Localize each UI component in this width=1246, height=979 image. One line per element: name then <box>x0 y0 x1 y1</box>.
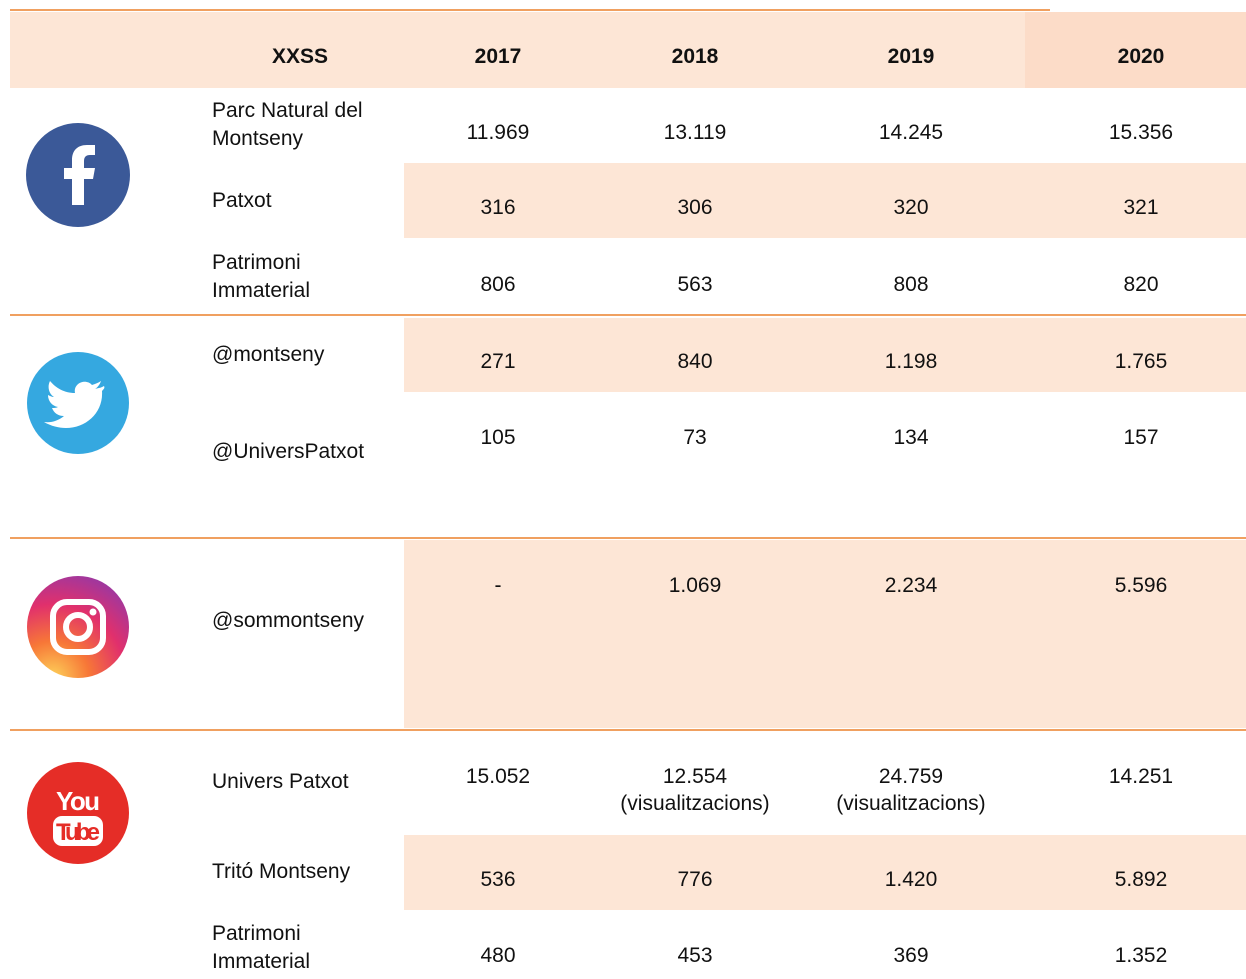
row-label: Tritó Montseny <box>212 860 351 883</box>
top-rule <box>10 9 1050 11</box>
cell-value: 776 <box>677 868 713 891</box>
cell-value: 5.596 <box>1114 574 1168 597</box>
row-band <box>404 540 1246 728</box>
cell-value: 369 <box>893 944 929 967</box>
cell-value: 13.119 <box>663 121 727 144</box>
youtube-logo-text: Tube <box>56 819 100 846</box>
cell-value: 806 <box>480 273 516 296</box>
cell-value: 12.554 (visualitzacions) <box>620 765 770 815</box>
youtube-logo-text: You <box>56 786 100 816</box>
cell-value: - <box>494 574 502 597</box>
cell-value: 157 <box>1123 426 1159 449</box>
cell-value: 2.234 <box>884 574 938 597</box>
cell-value: 563 <box>677 273 713 296</box>
row-band <box>404 835 1246 910</box>
cell-value: 1.765 <box>1114 350 1168 373</box>
cell-value: 1.420 <box>884 868 938 891</box>
cell-value: 808 <box>893 273 929 296</box>
cell-value: 536 <box>480 868 516 891</box>
cell-value: 840 <box>677 350 713 373</box>
row-label: Parc Natural del Montseny <box>212 99 363 150</box>
header-highlight <box>1025 12 1246 88</box>
cell-value: 134 <box>893 426 929 449</box>
row-label: @montseny <box>212 343 325 366</box>
row-label: Patxot <box>212 189 272 212</box>
header-cell: XXSS <box>271 45 329 68</box>
cell-value: 320 <box>893 196 929 219</box>
header-cell: 2020 <box>1117 45 1165 68</box>
icons: You Tube <box>26 123 130 864</box>
cell-value: 14.245 <box>878 121 944 144</box>
cell-value: 15.356 <box>1108 121 1174 144</box>
header-cell: 2019 <box>887 45 935 68</box>
cell-value: 1.352 <box>1114 944 1168 967</box>
cell-value: 453 <box>677 944 713 967</box>
cell-value: 73 <box>683 426 707 449</box>
cell-value: 24.759 (visualitzacions) <box>836 765 986 815</box>
cell-value: 316 <box>480 196 516 219</box>
header-cell: 2017 <box>474 45 522 68</box>
youtube-icon: You Tube <box>27 762 129 864</box>
cell-value: 306 <box>677 196 713 219</box>
row-label: Patrimoni Immaterial <box>212 251 311 302</box>
instagram-icon <box>27 576 129 678</box>
group-rule <box>10 314 1246 316</box>
row-label: @sommontseny <box>212 609 365 632</box>
cell-value: 14.251 <box>1108 765 1174 788</box>
cell-value: 105 <box>480 426 516 449</box>
twitter-icon <box>27 352 129 454</box>
row-label: Univers Patxot <box>212 770 349 793</box>
cell-value: 1.069 <box>668 574 722 597</box>
cell-value: 480 <box>480 944 516 967</box>
cell-value: 11.969 <box>466 121 530 144</box>
group-rule <box>10 729 1246 731</box>
cell-value: 15.052 <box>465 765 531 788</box>
row-label: @UniversPatxot <box>212 440 365 463</box>
cell-value: 271 <box>480 350 516 373</box>
cell-value: 820 <box>1123 273 1159 296</box>
row-band <box>404 318 1246 392</box>
cell-value: 5.892 <box>1114 868 1168 891</box>
facebook-icon <box>26 123 130 227</box>
cell-value: 1.198 <box>884 350 938 373</box>
group-rule <box>10 537 1246 539</box>
cell-value: 321 <box>1123 196 1159 219</box>
header-cell: 2018 <box>671 45 719 68</box>
row-label: Patrimoni Immaterial <box>212 922 311 973</box>
row-band <box>404 163 1246 238</box>
